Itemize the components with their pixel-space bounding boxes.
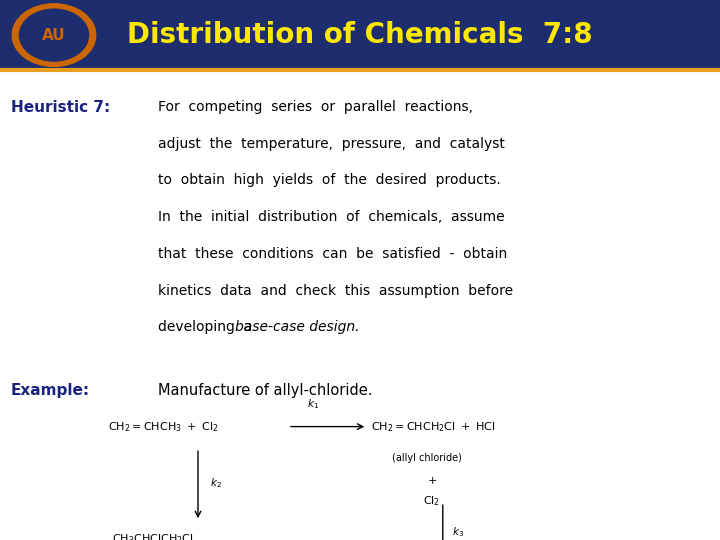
Text: For  competing  series  or  parallel  reactions,: For competing series or parallel reactio… [158,100,474,114]
Text: $\mathrm{CH_2{=}CHCH_2Cl\ +\ HCl}$: $\mathrm{CH_2{=}CHCH_2Cl\ +\ HCl}$ [371,420,495,434]
Text: adjust  the  temperature,  pressure,  and  catalyst: adjust the temperature, pressure, and ca… [158,137,505,151]
Text: to  obtain  high  yields  of  the  desired  products.: to obtain high yields of the desired pro… [158,173,501,187]
Text: AU: AU [42,28,66,43]
Text: $k_3$: $k_3$ [452,525,464,539]
Text: Example:: Example: [11,383,90,399]
Text: that  these  conditions  can  be  satisfied  -  obtain: that these conditions can be satisfied -… [158,247,508,261]
Text: Manufacture of allyl-chloride.: Manufacture of allyl-chloride. [158,383,373,399]
Text: $\mathrm{CH_2{=}CHCH_3\ +\ Cl_2}$: $\mathrm{CH_2{=}CHCH_3\ +\ Cl_2}$ [108,420,219,434]
Text: $k_1$: $k_1$ [307,397,319,411]
Bar [0,0,720,70]
Text: $k_2$: $k_2$ [210,476,222,490]
Text: In  the  initial  distribution  of  chemicals,  assume: In the initial distribution of chemicals… [158,210,505,224]
Text: $\mathrm{Cl_2}$: $\mathrm{Cl_2}$ [423,494,441,508]
Text: developing  a: developing a [158,320,257,334]
Text: Distribution of Chemicals  7:8: Distribution of Chemicals 7:8 [127,21,593,49]
Text: $+$: $+$ [427,475,437,486]
Text: base-case design.: base-case design. [235,320,360,334]
Text: Heuristic 7:: Heuristic 7: [11,100,110,115]
Text: kinetics  data  and  check  this  assumption  before: kinetics data and check this assumption … [158,284,513,298]
Bar [0,70,720,540]
Circle shape [12,4,96,66]
Text: $\mathrm{CH_3CHClCH_2Cl}$: $\mathrm{CH_3CHClCH_2Cl}$ [112,532,194,540]
Circle shape [19,9,89,61]
Text: (allyl chloride): (allyl chloride) [392,453,462,463]
